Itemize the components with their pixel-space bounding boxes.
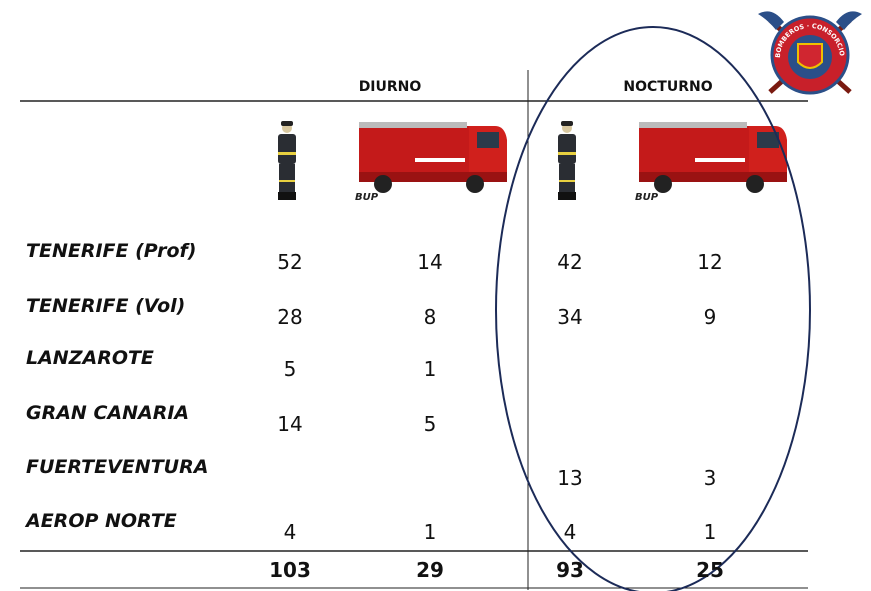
stripe bbox=[559, 180, 575, 182]
total-value: 29 bbox=[416, 558, 444, 582]
wheel bbox=[746, 175, 764, 193]
cell-value: 9 bbox=[704, 305, 717, 329]
cell-value: 3 bbox=[704, 466, 717, 490]
cell-value: 1 bbox=[424, 520, 437, 544]
truck-icon: BUP bbox=[635, 122, 787, 203]
window bbox=[757, 132, 779, 148]
helmet bbox=[561, 121, 573, 126]
skirt bbox=[639, 172, 787, 182]
roof bbox=[639, 122, 747, 128]
cell-value: 1 bbox=[704, 520, 717, 544]
logo: BOMBEROS · CONSORCIO DE TENERIFE bbox=[0, 0, 862, 95]
row-label: AEROP NORTE bbox=[24, 510, 177, 532]
cell-value: 5 bbox=[284, 357, 297, 381]
boots bbox=[558, 192, 576, 200]
cell-value: 1 bbox=[424, 357, 437, 381]
cell-value: 13 bbox=[557, 466, 582, 490]
cell-value: 8 bbox=[424, 305, 437, 329]
total-value: 103 bbox=[269, 558, 311, 582]
svg-text:BOMBEROS · CONSORCIO DE TENERI: BOMBEROS · CONSORCIO DE TENERIFE bbox=[0, 0, 846, 59]
cell-value: 5 bbox=[424, 412, 437, 436]
body bbox=[639, 126, 749, 176]
torso bbox=[558, 134, 576, 164]
row-label: LANZAROTE bbox=[26, 347, 154, 369]
cell-value: 14 bbox=[277, 412, 302, 436]
logo-text: BOMBEROS · CONSORCIO DE TENERIFE bbox=[0, 0, 846, 59]
stripe bbox=[279, 180, 295, 182]
window bbox=[477, 132, 499, 148]
truck-icon: BUP bbox=[355, 122, 507, 203]
icons: BUP BUP bbox=[278, 121, 787, 203]
cell-value: 28 bbox=[277, 305, 302, 329]
row-label: FUERTEVENTURA bbox=[26, 456, 208, 478]
group-header: NOCTURNO bbox=[623, 79, 712, 95]
roof bbox=[359, 122, 467, 128]
cell-value: 14 bbox=[417, 250, 442, 274]
cell-value: 4 bbox=[284, 520, 297, 544]
truck-label: BUP bbox=[355, 192, 379, 203]
torso bbox=[278, 134, 296, 164]
group-header: DIURNO bbox=[359, 79, 422, 95]
helmet bbox=[281, 121, 293, 126]
cell-value: 12 bbox=[697, 250, 722, 274]
wheel bbox=[374, 175, 392, 193]
legs bbox=[279, 164, 295, 192]
cell-value: 34 bbox=[557, 305, 582, 329]
highlight-ellipse bbox=[495, 26, 811, 591]
wheel bbox=[654, 175, 672, 193]
legs bbox=[559, 164, 575, 192]
boots bbox=[278, 192, 296, 200]
total-value: 93 bbox=[556, 558, 584, 582]
body bbox=[359, 126, 469, 176]
stripe bbox=[278, 152, 296, 155]
row-label: TENERIFE (Vol) bbox=[26, 295, 185, 317]
row-label: TENERIFE (Prof) bbox=[26, 240, 197, 262]
cell-value: 52 bbox=[277, 250, 302, 274]
truck-label: BUP bbox=[635, 192, 659, 203]
stripe bbox=[415, 158, 465, 162]
stripe bbox=[558, 152, 576, 155]
row-label: GRAN CANARIA bbox=[26, 402, 189, 424]
firefighter-icon bbox=[558, 121, 576, 200]
firefighter-icon bbox=[278, 121, 296, 200]
stripe bbox=[695, 158, 745, 162]
skirt bbox=[359, 172, 507, 182]
cell-value: 4 bbox=[564, 520, 577, 544]
wheel bbox=[466, 175, 484, 193]
cell-value: 42 bbox=[557, 250, 582, 274]
total-value: 25 bbox=[696, 558, 724, 582]
